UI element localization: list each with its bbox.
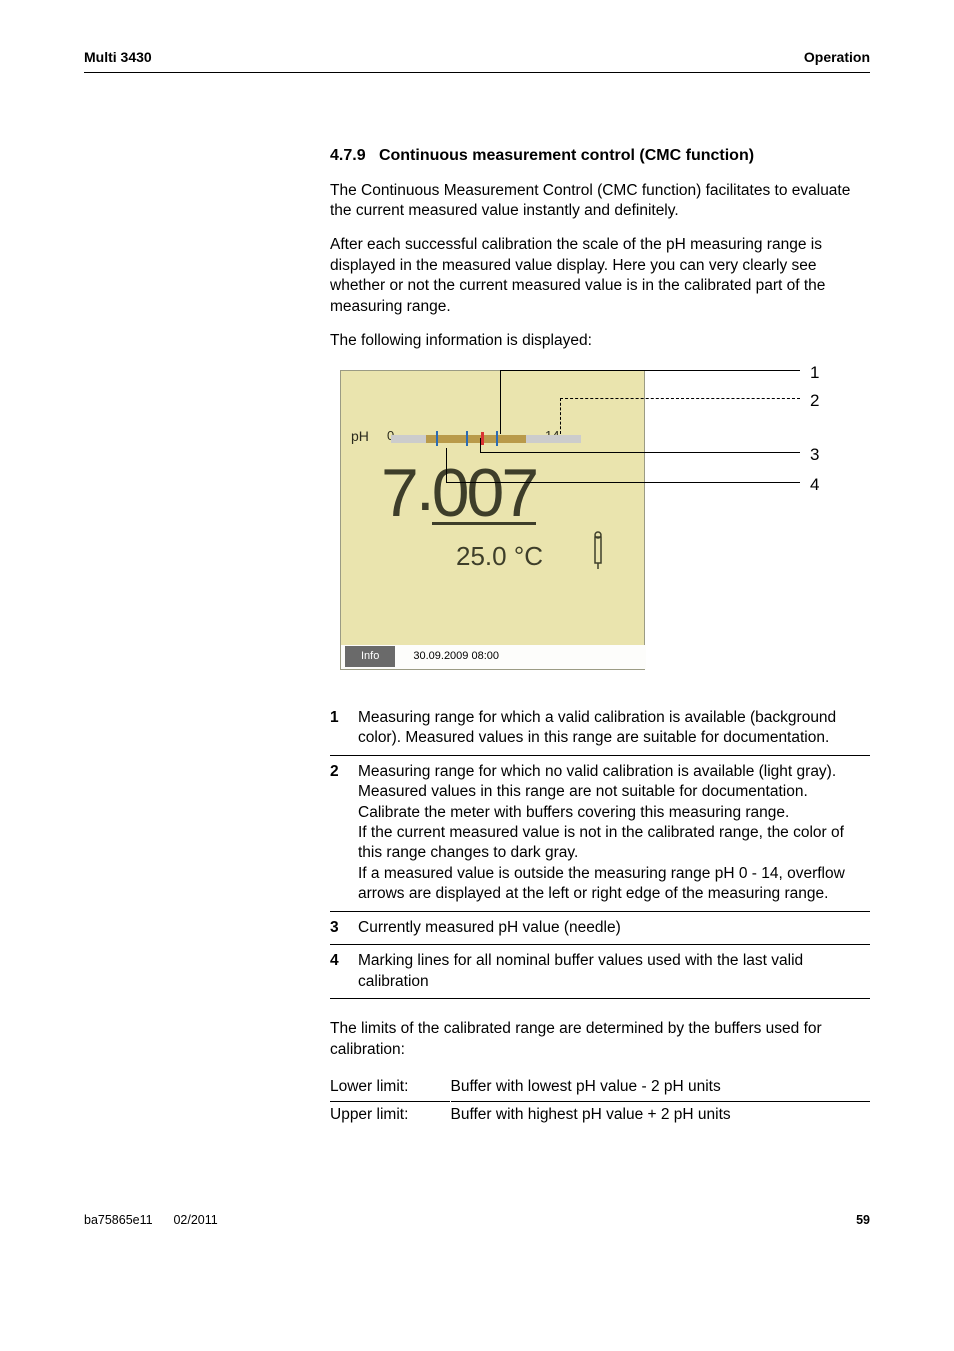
table-row: Lower limit: Buffer with lowest pH value…	[330, 1074, 870, 1101]
callout-leader	[500, 370, 800, 371]
section-heading: 4.7.9 Continuous measurement control (CM…	[330, 145, 870, 166]
desc-text: Marking lines for all nominal buffer val…	[358, 945, 870, 999]
footer-date: 02/2011	[173, 1213, 217, 1227]
buffer-tick	[466, 431, 468, 446]
callout-1: 1	[810, 362, 819, 384]
paragraph-4: The limits of the calibrated range are d…	[330, 1019, 870, 1060]
callout-leader	[446, 448, 447, 482]
device-screen: pH 0 14 7.007 25.0 °C	[340, 370, 645, 670]
device-timestamp: 30.09.2009 08:00	[413, 649, 499, 664]
ph-reading-frac: 007	[432, 466, 536, 525]
desc-number: 3	[330, 911, 358, 944]
table-row: Upper limit: Buffer with highest pH valu…	[330, 1101, 870, 1128]
device-bottom-bar: Info 30.09.2009 08:00	[341, 645, 646, 669]
temperature-reading: 25.0 °C	[456, 539, 543, 573]
buffer-tick	[436, 431, 438, 446]
calibrated-range	[426, 435, 526, 443]
section-number: 4.7.9	[330, 147, 366, 164]
probe-icon	[591, 531, 605, 571]
callout-leader	[480, 452, 800, 453]
header-left: Multi 3430	[84, 48, 152, 66]
lower-limit-label: Lower limit:	[330, 1074, 450, 1101]
desc-number: 1	[330, 702, 358, 755]
ph-label: pH	[351, 427, 369, 445]
callout-leader	[480, 438, 481, 452]
section-title: Continuous measurement control (CMC func…	[379, 147, 754, 164]
header-right: Operation	[804, 48, 870, 66]
paragraph-3: The following information is displayed:	[330, 331, 870, 351]
info-button[interactable]: Info	[345, 646, 395, 667]
desc-number: 2	[330, 755, 358, 911]
paragraph-1: The Continuous Measurement Control (CMC …	[330, 181, 870, 222]
table-row: 1 Measuring range for which a valid cali…	[330, 702, 870, 755]
paragraph-2: After each successful calibration the sc…	[330, 235, 870, 317]
callout-leader	[446, 482, 800, 483]
ph-needle	[481, 432, 484, 445]
limits-table: Lower limit: Buffer with lowest pH value…	[330, 1074, 870, 1128]
callout-4: 4	[810, 474, 819, 496]
footer-docid: ba75865e11	[84, 1213, 153, 1227]
device-figure: pH 0 14 7.007 25.0 °C	[340, 370, 840, 680]
page-number: 59	[856, 1212, 870, 1229]
lower-limit-value: Buffer with lowest pH value - 2 pH units	[450, 1074, 870, 1101]
desc-text: Measuring range for which no valid calib…	[358, 755, 870, 911]
upper-limit-label: Upper limit:	[330, 1101, 450, 1128]
callout-2: 2	[810, 390, 819, 412]
table-row: 2 Measuring range for which no valid cal…	[330, 755, 870, 911]
callout-leader	[560, 398, 800, 399]
ph-reading: 7.007	[381, 449, 536, 539]
page-header: Multi 3430 Operation	[84, 48, 870, 73]
buffer-tick	[496, 431, 498, 446]
desc-number: 4	[330, 945, 358, 999]
callout-leader	[560, 398, 561, 434]
callout-leader	[500, 370, 501, 434]
table-row: 3 Currently measured pH value (needle)	[330, 911, 870, 944]
ph-reading-int: 7	[381, 455, 416, 531]
callout-3: 3	[810, 444, 819, 466]
desc-text: Measuring range for which a valid calibr…	[358, 702, 870, 755]
callout-description-table: 1 Measuring range for which a valid cali…	[330, 702, 870, 999]
upper-limit-value: Buffer with highest pH value + 2 pH unit…	[450, 1101, 870, 1128]
desc-text: Currently measured pH value (needle)	[358, 911, 870, 944]
table-row: 4 Marking lines for all nominal buffer v…	[330, 945, 870, 999]
page-footer: ba75865e11 02/2011 59	[0, 1212, 954, 1229]
